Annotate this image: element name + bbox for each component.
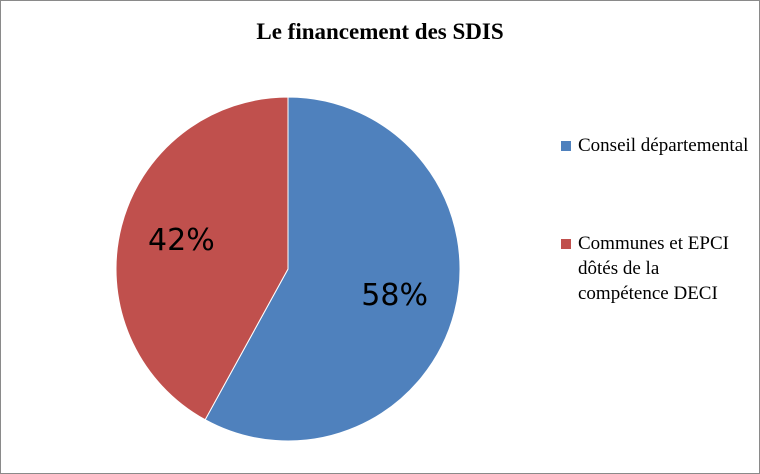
legend-swatch-conseil: [561, 141, 571, 151]
slice-label-conseil: 58%: [361, 278, 428, 313]
legend-swatch-communes: [561, 239, 571, 249]
slice-label-communes: 42%: [148, 223, 215, 258]
pie-slice-conseil: [204, 96, 461, 442]
legend: Conseil départemental Communes et EPCI d…: [559, 133, 754, 306]
legend-item-communes: Communes et EPCI dôtés de la compétence …: [559, 231, 754, 306]
legend-label-communes: Communes et EPCI dôtés de la compétence …: [578, 233, 729, 304]
legend-label-conseil: Conseil départemental: [578, 135, 749, 156]
legend-item-conseil: Conseil départemental: [559, 133, 754, 158]
pie-slice-communes: [115, 96, 289, 421]
chart-title: Le financement des SDIS: [256, 19, 504, 44]
